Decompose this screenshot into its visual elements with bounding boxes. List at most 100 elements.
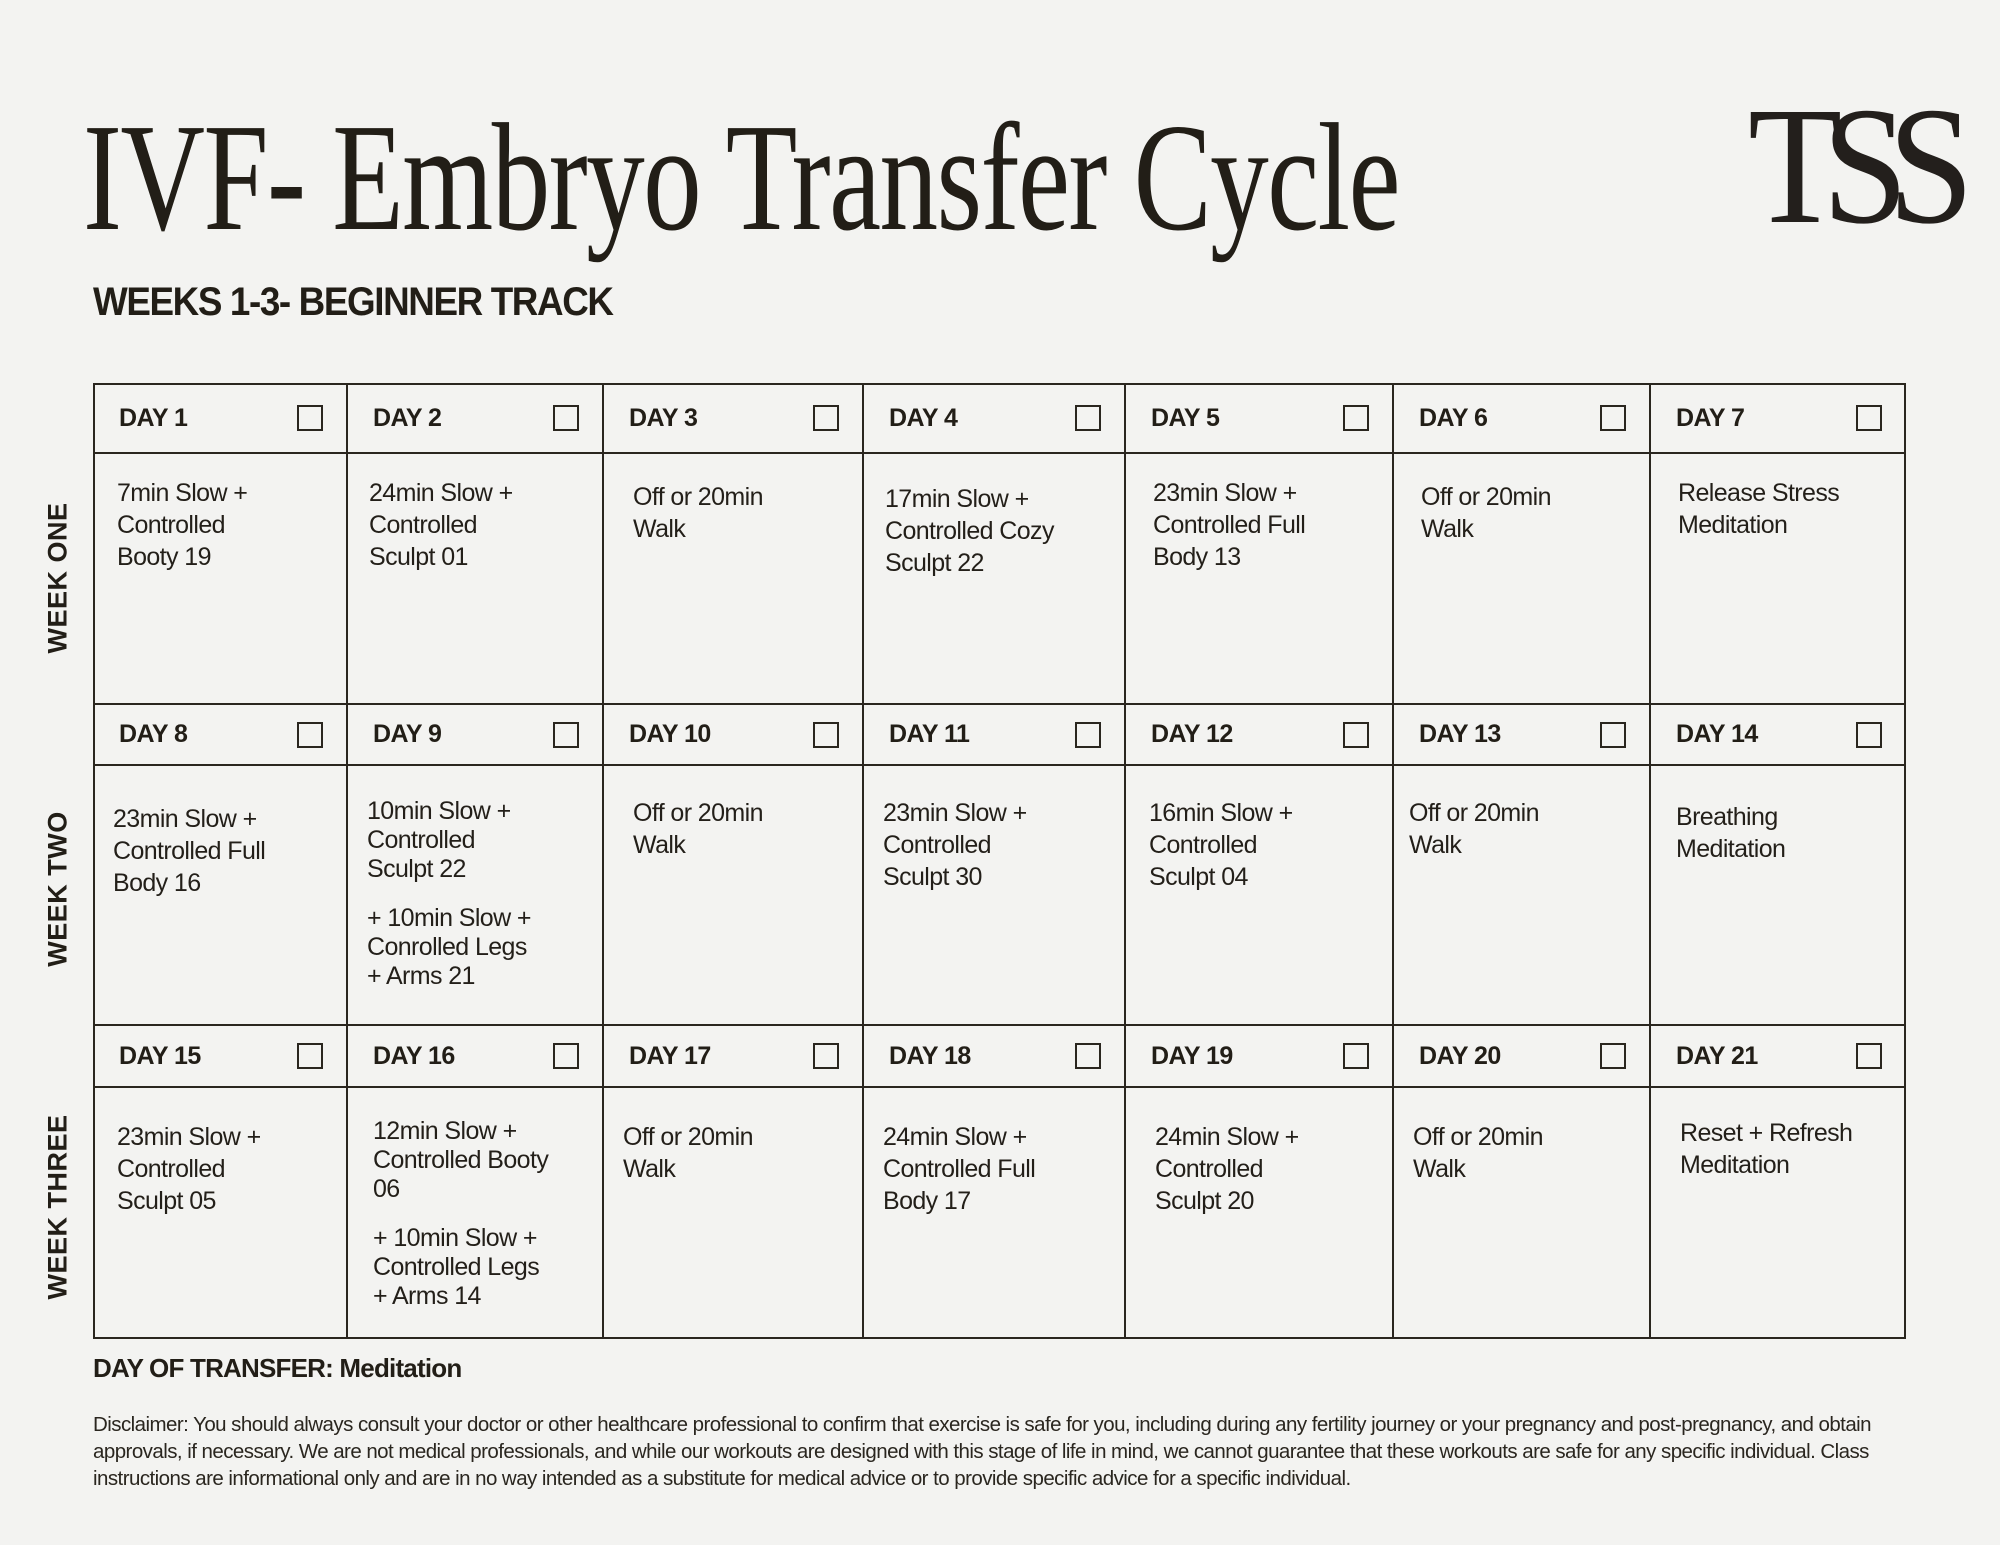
- week-three-label: WEEK THREE: [42, 1114, 73, 1300]
- workout-line: 10min Slow +: [367, 797, 511, 825]
- workout-line: Meditation: [1680, 1151, 1790, 1179]
- day-complete-checkbox[interactable]: [1856, 1043, 1882, 1069]
- day-complete-checkbox[interactable]: [813, 1043, 839, 1069]
- workout-line: Release Stress: [1678, 479, 1840, 507]
- day-complete-checkbox[interactable]: [1343, 721, 1369, 748]
- day-label: DAY 17: [629, 1041, 711, 1070]
- day-header: DAY 8: [93, 704, 347, 765]
- day-complete-checkbox[interactable]: [1600, 405, 1626, 431]
- day-label: DAY 14: [1676, 720, 1758, 748]
- workout-line: Meditation: [1676, 835, 1786, 863]
- workout-line: 06: [373, 1175, 400, 1203]
- day-header: DAY 12: [1125, 704, 1393, 765]
- day-complete-checkbox[interactable]: [1075, 1043, 1101, 1069]
- workout-line: Body 13: [1153, 543, 1241, 571]
- day-complete-checkbox[interactable]: [1600, 721, 1626, 748]
- day-label: DAY 5: [1151, 403, 1220, 432]
- day-workout: 7min Slow + Controlled Booty 19: [117, 477, 339, 573]
- workout-line: Sculpt 05: [117, 1187, 216, 1215]
- day-workout: Off or 20min Walk: [1421, 481, 1642, 545]
- workout-line: 24min Slow +: [883, 1123, 1027, 1151]
- workout-line: 16min Slow +: [1149, 799, 1293, 827]
- workout-line: Off or 20min: [633, 483, 764, 511]
- grid-column-divider: [1124, 383, 1126, 1339]
- workout-line: Controlled: [117, 511, 226, 539]
- day-label: DAY 1: [119, 403, 188, 432]
- workout-line: Controlled Cozy: [885, 517, 1054, 545]
- day-complete-checkbox[interactable]: [813, 721, 839, 748]
- day-header: DAY 11: [863, 704, 1125, 765]
- workout-line: Controlled Full: [883, 1155, 1036, 1183]
- workout-line: Controlled Full: [1153, 511, 1306, 539]
- workout-line: Controlled: [1149, 831, 1258, 859]
- day-label: DAY 12: [1151, 720, 1233, 748]
- day-complete-checkbox[interactable]: [1856, 721, 1882, 748]
- workout-line: 23min Slow +: [117, 1123, 261, 1151]
- workout-line: Walk: [1421, 515, 1474, 543]
- day-header: DAY 13: [1393, 704, 1650, 765]
- tss-logo: TSS: [1748, 73, 1974, 259]
- day-header: DAY 1: [93, 383, 347, 453]
- workout-line: Sculpt 20: [1155, 1187, 1254, 1215]
- day-workout: 10min Slow + Controlled Sculpt 22 + 10min S…: [367, 797, 595, 991]
- day-complete-checkbox[interactable]: [813, 405, 839, 431]
- day-label: DAY 8: [119, 720, 188, 748]
- workout-extra-line: Conrolled Legs: [367, 933, 527, 961]
- day-label: DAY 11: [889, 720, 970, 748]
- grid-row-divider: [93, 1086, 1906, 1088]
- day-workout: Release Stress Meditation: [1678, 477, 1898, 541]
- workout-line: Controlled Booty: [373, 1146, 549, 1174]
- workout-line: Breathing: [1676, 803, 1778, 831]
- workout-line: Sculpt 22: [885, 549, 984, 577]
- day-header: DAY 18: [863, 1025, 1125, 1087]
- workout-line: Controlled Full: [113, 837, 266, 865]
- workout-line: Walk: [1409, 831, 1462, 859]
- day-workout: 23min Slow + Controlled Full Body 16: [113, 803, 339, 899]
- grid-column-divider: [862, 383, 864, 1339]
- day-complete-checkbox[interactable]: [1343, 1043, 1369, 1069]
- workout-line: Booty 19: [117, 543, 211, 571]
- day-workout: Off or 20min Walk: [633, 481, 855, 545]
- day-of-transfer-note: DAY OF TRANSFER: Meditation: [93, 1353, 462, 1383]
- workout-line: Off or 20min: [1421, 483, 1552, 511]
- grid-row-divider: [93, 703, 1906, 705]
- grid-column-divider: [346, 383, 348, 1339]
- workout-line: 24min Slow +: [369, 479, 513, 507]
- day-complete-checkbox[interactable]: [553, 1043, 579, 1069]
- day-label: DAY 13: [1419, 720, 1501, 748]
- day-workout: Breathing Meditation: [1676, 801, 1898, 865]
- day-complete-checkbox[interactable]: [553, 405, 579, 431]
- workout-line: Sculpt 30: [883, 863, 982, 891]
- workout-line: 23min Slow +: [1153, 479, 1297, 507]
- spacer: [373, 1204, 595, 1224]
- workout-line: 23min Slow +: [113, 805, 257, 833]
- day-complete-checkbox[interactable]: [553, 721, 579, 748]
- day-header: DAY 17: [603, 1025, 863, 1087]
- grid-column-divider: [1649, 383, 1651, 1339]
- day-workout: 24min Slow + Controlled Sculpt 01: [369, 477, 595, 573]
- workout-line: Controlled: [117, 1155, 226, 1183]
- day-complete-checkbox[interactable]: [297, 1043, 323, 1069]
- workout-line: Controlled: [367, 826, 476, 854]
- day-complete-checkbox[interactable]: [1600, 1043, 1626, 1069]
- day-workout: 23min Slow + Controlled Sculpt 30: [883, 797, 1117, 893]
- day-workout: Off or 20min Walk: [623, 1121, 855, 1185]
- day-label: DAY 2: [373, 403, 442, 432]
- day-header: DAY 3: [603, 383, 863, 453]
- day-complete-checkbox[interactable]: [297, 405, 323, 431]
- day-complete-checkbox[interactable]: [297, 721, 323, 748]
- workout-line: Sculpt 01: [369, 543, 468, 571]
- grid-row-divider: [93, 452, 1906, 454]
- workout-line: 7min Slow +: [117, 479, 248, 507]
- day-complete-checkbox[interactable]: [1343, 405, 1369, 431]
- day-workout: Off or 20min Walk: [1409, 797, 1642, 861]
- day-header: DAY 20: [1393, 1025, 1650, 1087]
- day-complete-checkbox[interactable]: [1856, 405, 1882, 431]
- workout-line: Walk: [1413, 1155, 1466, 1183]
- day-header: DAY 9: [347, 704, 603, 765]
- day-complete-checkbox[interactable]: [1075, 721, 1101, 748]
- day-complete-checkbox[interactable]: [1075, 405, 1101, 431]
- day-label: DAY 3: [629, 403, 698, 432]
- day-header: DAY 7: [1650, 383, 1906, 453]
- day-label: DAY 7: [1676, 403, 1745, 432]
